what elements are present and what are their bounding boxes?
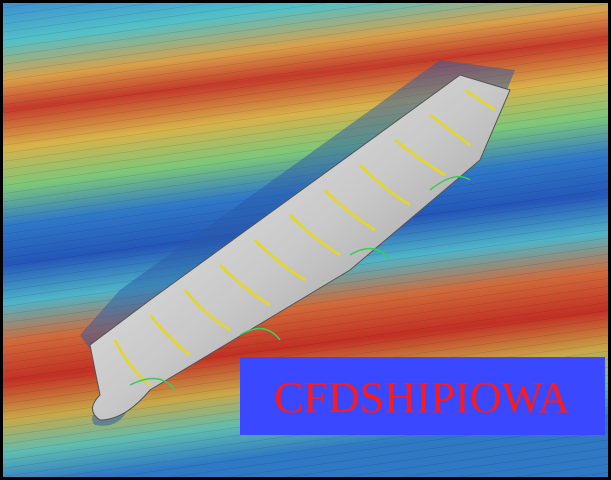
- label-box: [240, 357, 605, 435]
- label-text: CFDSHIPIOWA: [274, 373, 570, 422]
- ship-hull: [80, 60, 515, 426]
